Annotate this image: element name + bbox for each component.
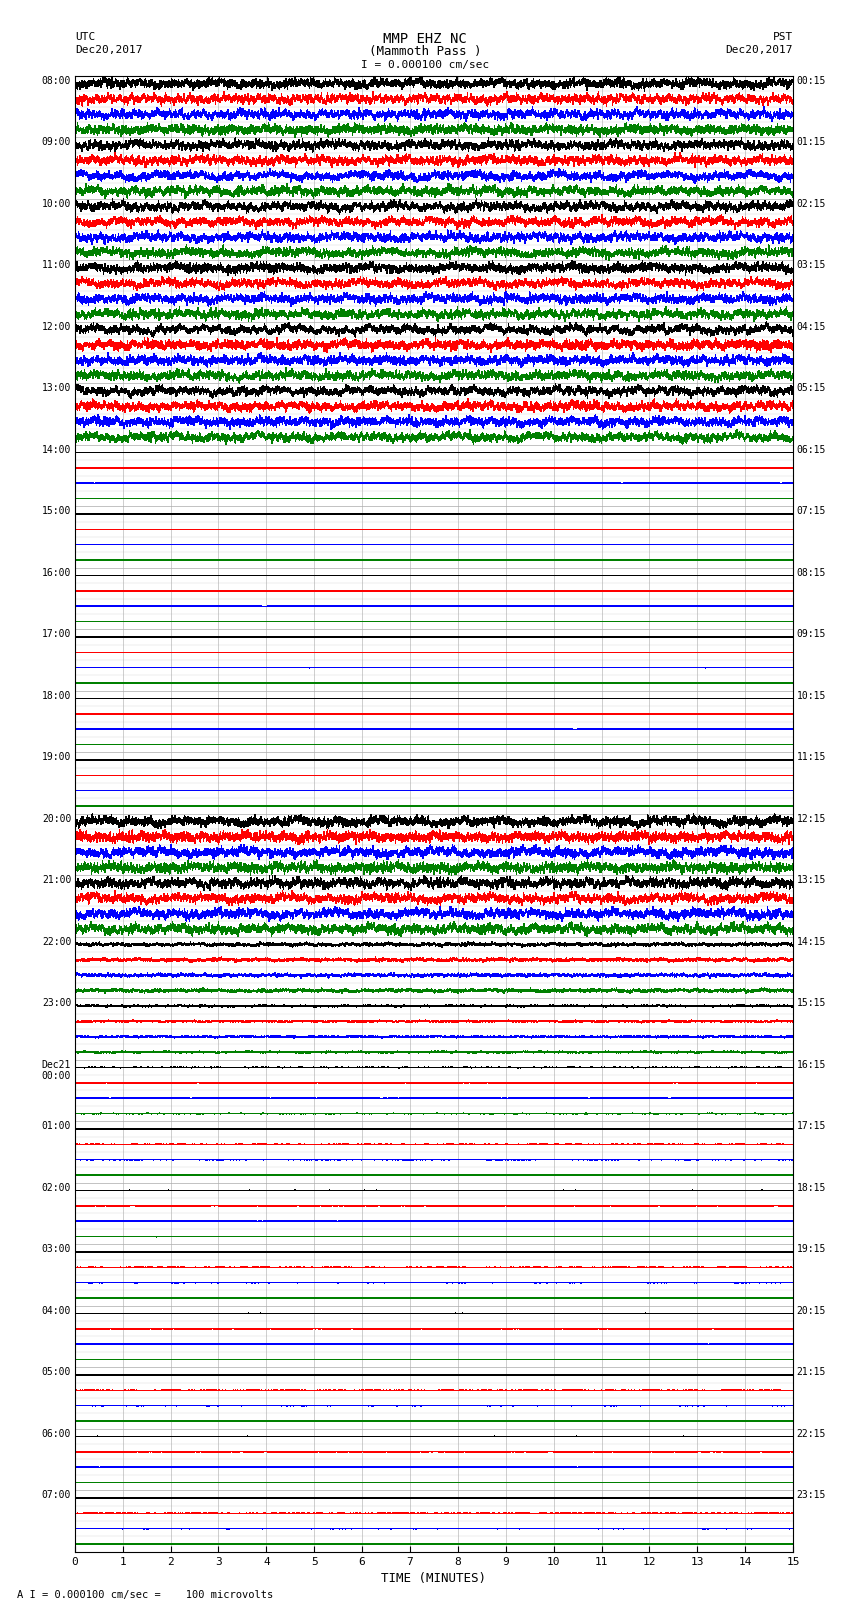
Text: 16:15: 16:15	[796, 1060, 826, 1069]
Text: 10:15: 10:15	[796, 690, 826, 700]
Text: 12:00: 12:00	[42, 321, 71, 332]
Text: 04:00: 04:00	[42, 1307, 71, 1316]
Text: 03:00: 03:00	[42, 1244, 71, 1255]
Text: 07:00: 07:00	[42, 1490, 71, 1500]
Text: 16:00: 16:00	[42, 568, 71, 577]
Text: 14:15: 14:15	[796, 937, 826, 947]
Text: 14:00: 14:00	[42, 445, 71, 455]
Text: 21:00: 21:00	[42, 876, 71, 886]
Text: I = 0.000100 cm/sec: I = 0.000100 cm/sec	[361, 60, 489, 69]
Text: 20:00: 20:00	[42, 815, 71, 824]
Text: 23:15: 23:15	[796, 1490, 826, 1500]
Text: 22:00: 22:00	[42, 937, 71, 947]
Text: 11:15: 11:15	[796, 752, 826, 763]
Text: 15:00: 15:00	[42, 506, 71, 516]
Text: 15:15: 15:15	[796, 998, 826, 1008]
Text: 00:15: 00:15	[796, 76, 826, 85]
Text: 12:15: 12:15	[796, 815, 826, 824]
Text: 06:00: 06:00	[42, 1429, 71, 1439]
Text: Dec21
00:00: Dec21 00:00	[42, 1060, 71, 1081]
Text: 13:15: 13:15	[796, 876, 826, 886]
Text: PST: PST	[773, 32, 793, 42]
Text: 06:15: 06:15	[796, 445, 826, 455]
Text: 17:15: 17:15	[796, 1121, 826, 1131]
Text: 08:15: 08:15	[796, 568, 826, 577]
Text: (Mammoth Pass ): (Mammoth Pass )	[369, 45, 481, 58]
Text: 01:15: 01:15	[796, 137, 826, 147]
Text: 04:15: 04:15	[796, 321, 826, 332]
Text: 09:15: 09:15	[796, 629, 826, 639]
Text: UTC: UTC	[75, 32, 95, 42]
Text: 05:15: 05:15	[796, 384, 826, 394]
Text: 09:00: 09:00	[42, 137, 71, 147]
Text: 17:00: 17:00	[42, 629, 71, 639]
Text: 19:00: 19:00	[42, 752, 71, 763]
Text: 08:00: 08:00	[42, 76, 71, 85]
Text: 22:15: 22:15	[796, 1429, 826, 1439]
Text: MMP EHZ NC: MMP EHZ NC	[383, 32, 467, 47]
Text: 05:00: 05:00	[42, 1368, 71, 1378]
Text: 02:15: 02:15	[796, 198, 826, 208]
Text: Dec20,2017: Dec20,2017	[75, 45, 142, 55]
Text: 13:00: 13:00	[42, 384, 71, 394]
Text: 07:15: 07:15	[796, 506, 826, 516]
X-axis label: TIME (MINUTES): TIME (MINUTES)	[382, 1573, 486, 1586]
Text: 10:00: 10:00	[42, 198, 71, 208]
Text: 19:15: 19:15	[796, 1244, 826, 1255]
Text: 18:00: 18:00	[42, 690, 71, 700]
Text: 18:15: 18:15	[796, 1182, 826, 1192]
Text: A I = 0.000100 cm/sec =    100 microvolts: A I = 0.000100 cm/sec = 100 microvolts	[17, 1590, 273, 1600]
Text: 03:15: 03:15	[796, 260, 826, 271]
Text: Dec20,2017: Dec20,2017	[726, 45, 793, 55]
Text: 11:00: 11:00	[42, 260, 71, 271]
Text: 21:15: 21:15	[796, 1368, 826, 1378]
Text: 20:15: 20:15	[796, 1307, 826, 1316]
Text: 01:00: 01:00	[42, 1121, 71, 1131]
Text: 02:00: 02:00	[42, 1182, 71, 1192]
Text: 23:00: 23:00	[42, 998, 71, 1008]
